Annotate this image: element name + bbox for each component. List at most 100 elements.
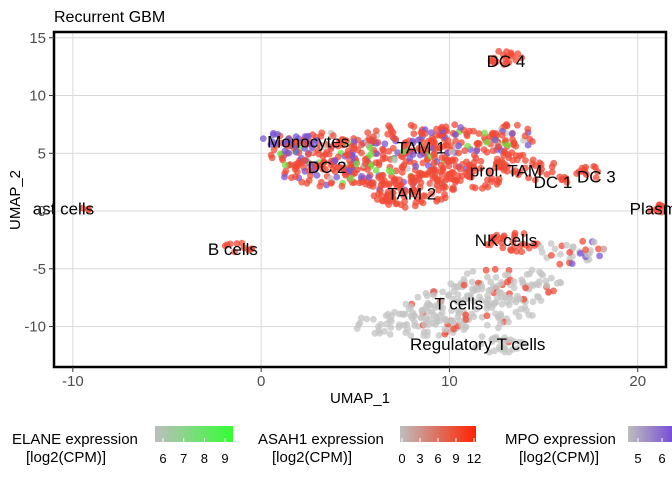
cell-point bbox=[418, 130, 426, 138]
cell-point bbox=[510, 243, 518, 251]
plot-background bbox=[54, 32, 666, 367]
cell-point bbox=[511, 233, 518, 241]
cell-point bbox=[473, 147, 481, 155]
cell-point bbox=[484, 176, 491, 184]
cell-point bbox=[579, 237, 587, 245]
cell-point bbox=[495, 289, 503, 296]
cell-point bbox=[477, 164, 485, 172]
cell-point bbox=[486, 133, 493, 141]
cell-point bbox=[351, 169, 359, 177]
cell-point bbox=[542, 277, 550, 285]
cell-point bbox=[471, 184, 479, 192]
legend-subtitle: [log2(CPM)] bbox=[272, 449, 352, 466]
cell-point bbox=[457, 299, 465, 307]
legend-tick-label: 0 bbox=[398, 451, 405, 466]
cell-point bbox=[274, 130, 281, 138]
legend-subtitle: [log2(CPM)] bbox=[519, 449, 599, 466]
cell-point bbox=[334, 142, 342, 150]
cell-point bbox=[306, 167, 314, 175]
cell-point bbox=[483, 312, 491, 320]
cell-point bbox=[313, 172, 321, 179]
y-tick-label: 15 bbox=[29, 30, 46, 47]
cell-point bbox=[488, 304, 496, 312]
cell-point bbox=[548, 252, 555, 259]
cell-point bbox=[484, 273, 491, 281]
x-tick-label: 20 bbox=[629, 373, 646, 390]
cell-point bbox=[510, 284, 518, 292]
cell-point bbox=[425, 168, 433, 176]
cell-point bbox=[313, 163, 321, 171]
cell-point bbox=[505, 318, 512, 326]
cell-point bbox=[456, 165, 464, 173]
cell-point bbox=[457, 124, 464, 131]
cell-point bbox=[473, 305, 480, 313]
cell-point bbox=[568, 260, 576, 267]
cell-point bbox=[458, 321, 466, 329]
cell-point bbox=[391, 308, 398, 316]
cell-point bbox=[402, 188, 410, 195]
cell-point bbox=[592, 174, 600, 182]
cell-point bbox=[470, 127, 477, 135]
cell-point bbox=[470, 298, 478, 305]
cell-point bbox=[489, 147, 497, 155]
cell-point bbox=[467, 173, 475, 181]
cell-point bbox=[389, 189, 397, 197]
cell-point bbox=[364, 129, 372, 137]
x-axis-title: UMAP_1 bbox=[330, 390, 390, 407]
cell-point bbox=[410, 312, 418, 320]
cell-point bbox=[499, 244, 507, 252]
cell-point bbox=[491, 265, 499, 273]
cell-point bbox=[450, 186, 458, 193]
cell-point bbox=[286, 161, 294, 169]
cell-point bbox=[321, 151, 329, 158]
cell-point bbox=[573, 170, 580, 177]
cell-point bbox=[423, 292, 431, 300]
cell-point bbox=[547, 274, 555, 282]
cell-point bbox=[84, 206, 92, 214]
cell-point bbox=[525, 244, 533, 252]
cell-point bbox=[414, 293, 422, 301]
cluster-label: Monocytes bbox=[267, 133, 349, 152]
legend-tick-label: 8 bbox=[201, 451, 208, 466]
legend-title: MPO expression bbox=[505, 431, 616, 448]
cell-point bbox=[472, 154, 480, 162]
cell-point bbox=[550, 159, 558, 167]
cell-point bbox=[433, 197, 441, 205]
cell-point bbox=[409, 137, 416, 145]
cell-point bbox=[443, 141, 451, 149]
cell-point bbox=[398, 168, 406, 176]
cell-point bbox=[331, 168, 339, 175]
cell-point bbox=[397, 201, 405, 209]
cell-point bbox=[433, 177, 441, 185]
cell-point bbox=[379, 146, 387, 154]
cell-point bbox=[353, 325, 361, 332]
cell-point bbox=[497, 320, 504, 327]
cell-point bbox=[400, 193, 408, 201]
cell-point bbox=[492, 274, 500, 281]
cell-point bbox=[491, 136, 499, 144]
cell-point bbox=[268, 154, 276, 162]
cell-point bbox=[318, 178, 325, 186]
cell-point bbox=[441, 326, 449, 333]
cell-point bbox=[522, 157, 529, 164]
cell-point bbox=[537, 244, 545, 251]
cell-point bbox=[499, 51, 507, 59]
cell-point bbox=[430, 138, 438, 146]
cell-point bbox=[327, 180, 335, 187]
cell-point bbox=[438, 297, 445, 304]
cell-point bbox=[411, 202, 419, 210]
cell-point bbox=[478, 185, 486, 192]
cell-point bbox=[308, 144, 316, 151]
cell-point bbox=[358, 172, 365, 180]
cell-point bbox=[531, 176, 539, 184]
cell-point bbox=[524, 125, 532, 133]
cell-point bbox=[386, 316, 394, 324]
cell-point bbox=[569, 243, 577, 251]
x-tick-label: 10 bbox=[441, 373, 458, 390]
x-tick-label: -10 bbox=[62, 373, 84, 390]
cell-point bbox=[500, 61, 508, 68]
cluster-label: prol. TAM bbox=[470, 162, 542, 181]
cell-point bbox=[423, 332, 431, 340]
cell-point bbox=[483, 138, 491, 146]
